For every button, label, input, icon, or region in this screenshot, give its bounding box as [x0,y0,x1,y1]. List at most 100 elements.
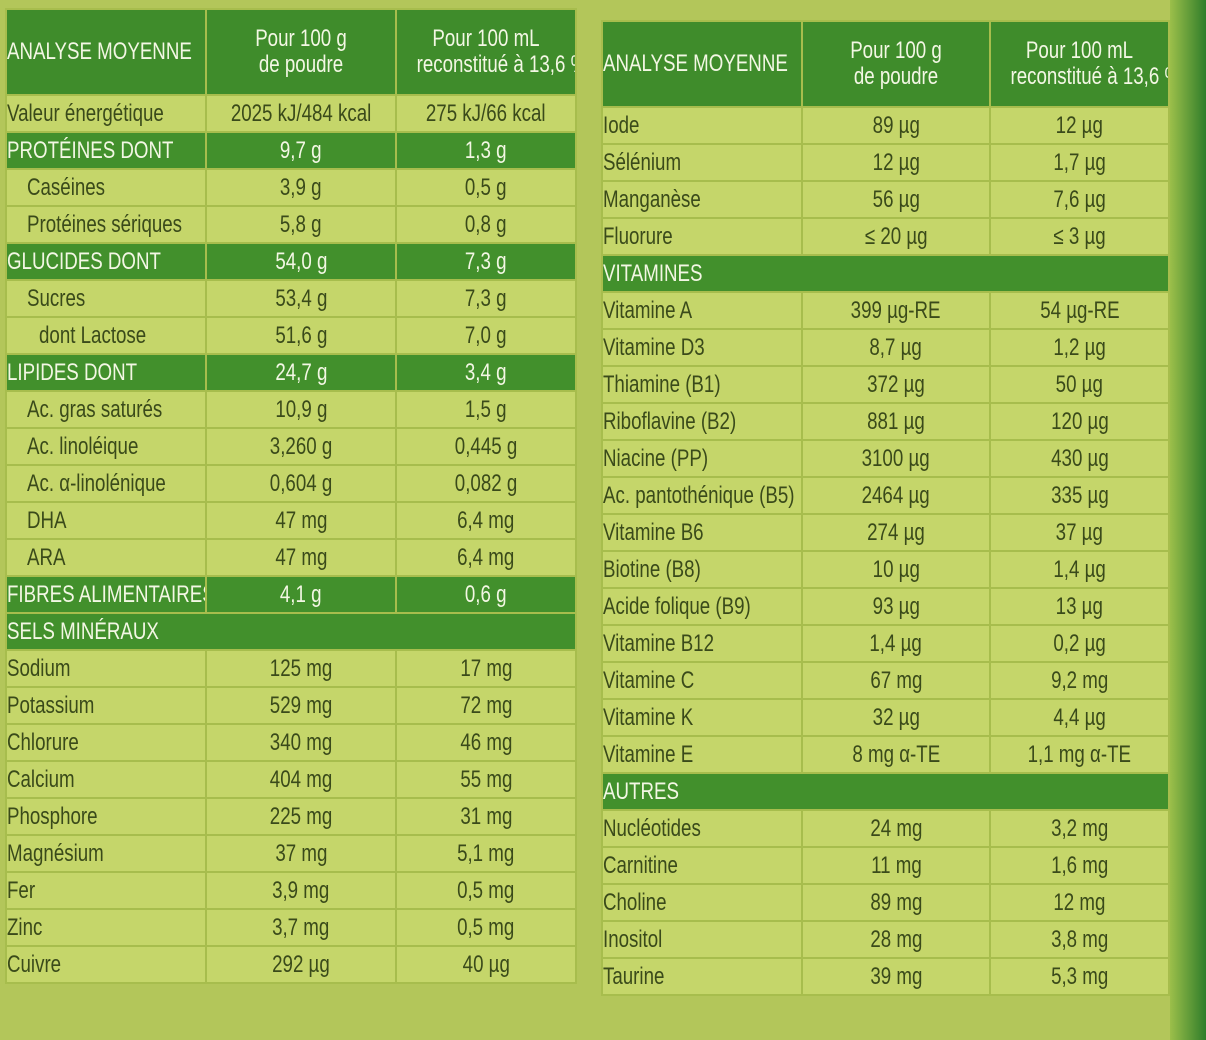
row-value: 275 kJ/66 kcal [395,94,577,133]
cell-text: 399 µg-RE [851,296,941,324]
row-label: Thiamine (B1) [601,365,803,404]
cell-text: Niacine (PP) [603,444,709,472]
section-label: SELS MINÉRAUX [5,612,577,651]
row-label: Carnitine [601,846,803,885]
nutrient-row: Chlorure 340 mg 46 mg [5,723,577,762]
cell-text: 72 mg [459,691,513,719]
cell-text: 89 µg [872,111,920,139]
row-value: 40 µg [395,945,577,984]
row-value: 404 mg [205,760,397,799]
cell-text: 7,0 g [465,321,507,349]
row-label: Sodium [5,649,207,688]
row-value: 120 µg [989,402,1170,441]
row-value: 51,6 g [205,316,397,355]
row-value: 8,7 µg [801,328,991,367]
row-value: ≤ 20 µg [801,217,991,256]
row-label: Protéines sériques [5,205,207,244]
row-value: 89 mg [801,883,991,922]
cell-text: 28 mg [869,925,923,953]
cell-text: 0,5 g [465,173,507,201]
nutrient-row: Valeur énergétique 2025 kJ/484 kcal 275 kJ… [5,94,577,133]
row-label: Phosphore [5,797,207,836]
row-value: 3,8 mg [989,920,1170,959]
row-label: Sélénium [601,143,803,182]
header-row: ANALYSE MOYENNE Pour 100 g de poudre Pour 1… [601,20,1170,108]
row-value: 3100 µg [801,439,991,478]
cell-text: 5,1 mg [457,839,515,867]
row-value: 10,9 g [205,390,397,429]
nutrient-row: Zinc 3,7 mg 0,5 mg [5,908,577,947]
nutrient-row: Carnitine 11 mg 1,6 mg [601,846,1170,885]
cell-text: Sodium [7,654,71,682]
cell-text: DHA [27,506,67,534]
row-label: Ac. linoléique [5,427,207,466]
row-value: 274 µg [801,513,991,552]
row-label: Iode [601,106,803,145]
nutrient-row: Nucléotides 24 mg 3,2 mg [601,809,1170,848]
header-text: Pour 100 mL [432,25,540,52]
header-cell: Pour 100 g de poudre [801,20,991,108]
cell-text: 2464 µg [861,481,931,509]
nutrient-row: Ac. pantothénique (B5) 2464 µg 335 µg [601,476,1170,515]
cell-text: Biotine (B8) [603,555,701,583]
row-value: 7,3 g [395,242,577,281]
cell-text: 0,2 µg [1053,629,1106,657]
row-value: 881 µg [801,402,991,441]
cell-text: Zinc [7,913,43,941]
cell-text: Protéines sériques [27,210,183,238]
nutrient-row: Sucres 53,4 g 7,3 g [5,279,577,318]
header-cell: ANALYSE MOYENNE [601,20,803,108]
cell-text: 275 kJ/66 kcal [426,99,546,127]
row-value: 28 mg [801,920,991,959]
cell-text: 12 mg [1053,888,1106,916]
cell-text: 12 µg [872,148,920,176]
row-value: 54,0 g [205,242,397,281]
cell-text: 372 µg [867,370,925,398]
nutrient-row: Fluorure ≤ 20 µg ≤ 3 µg [601,217,1170,256]
row-label: Valeur énergétique [5,94,207,133]
cell-text: 529 mg [269,691,333,719]
header-cell: Pour 100 g de poudre [205,8,397,96]
nutrient-row: Taurine 39 mg 5,3 mg [601,957,1170,996]
cell-text: 5,8 g [280,210,322,238]
cell-text: Inositol [603,925,663,953]
cell-text: 32 µg [872,703,920,731]
row-label: Riboflavine (B2) [601,402,803,441]
row-value: 125 mg [205,649,397,688]
cell-text: 1,2 µg [1053,333,1106,361]
cell-text: Ac. gras saturés [27,395,163,423]
header-cell: Pour 100 mL reconstitué à 13,6 % [395,8,577,96]
nutrient-row: Calcium 404 mg 55 mg [5,760,577,799]
row-value: 5,8 g [205,205,397,244]
row-value: 0,5 mg [395,908,577,947]
row-value: 0,5 g [395,168,577,207]
section-row: SELS MINÉRAUX [5,612,577,651]
row-value: ≤ 3 µg [989,217,1170,256]
row-value: 4,4 µg [989,698,1170,737]
cell-text: 4,4 µg [1053,703,1106,731]
cell-text: Ac. α-linolénique [27,469,166,497]
nutrient-row: Sélénium 12 µg 1,7 µg [601,143,1170,182]
row-label: Sucres [5,279,207,318]
nutrient-row: Fer 3,9 mg 0,5 mg [5,871,577,910]
row-label: Nucléotides [601,809,803,848]
row-value: 1,4 µg [801,624,991,663]
row-value: 3,7 mg [205,908,397,947]
cell-text: 125 mg [269,654,333,682]
row-value: 55 mg [395,760,577,799]
cell-text: ≤ 3 µg [1053,222,1106,250]
row-value: 0,445 g [395,427,577,466]
cell-text: 0,5 mg [457,913,515,941]
nutrient-row: ARA 47 mg 6,4 mg [5,538,577,577]
row-value: 399 µg-RE [801,291,991,330]
row-value: 24 mg [801,809,991,848]
header-text: reconstitué à 13,6 % [1010,63,1169,90]
row-label: Ac. α-linolénique [5,464,207,503]
cell-text: 8 mg α-TE [852,740,940,768]
row-value: 47 mg [205,501,397,540]
cell-text: Vitamine E [603,740,694,768]
cell-text: Vitamine C [603,666,695,694]
cell-text: Acide folique (B9) [603,592,751,620]
cell-text: AUTRES [603,777,679,805]
cell-text: Vitamine B6 [603,518,704,546]
